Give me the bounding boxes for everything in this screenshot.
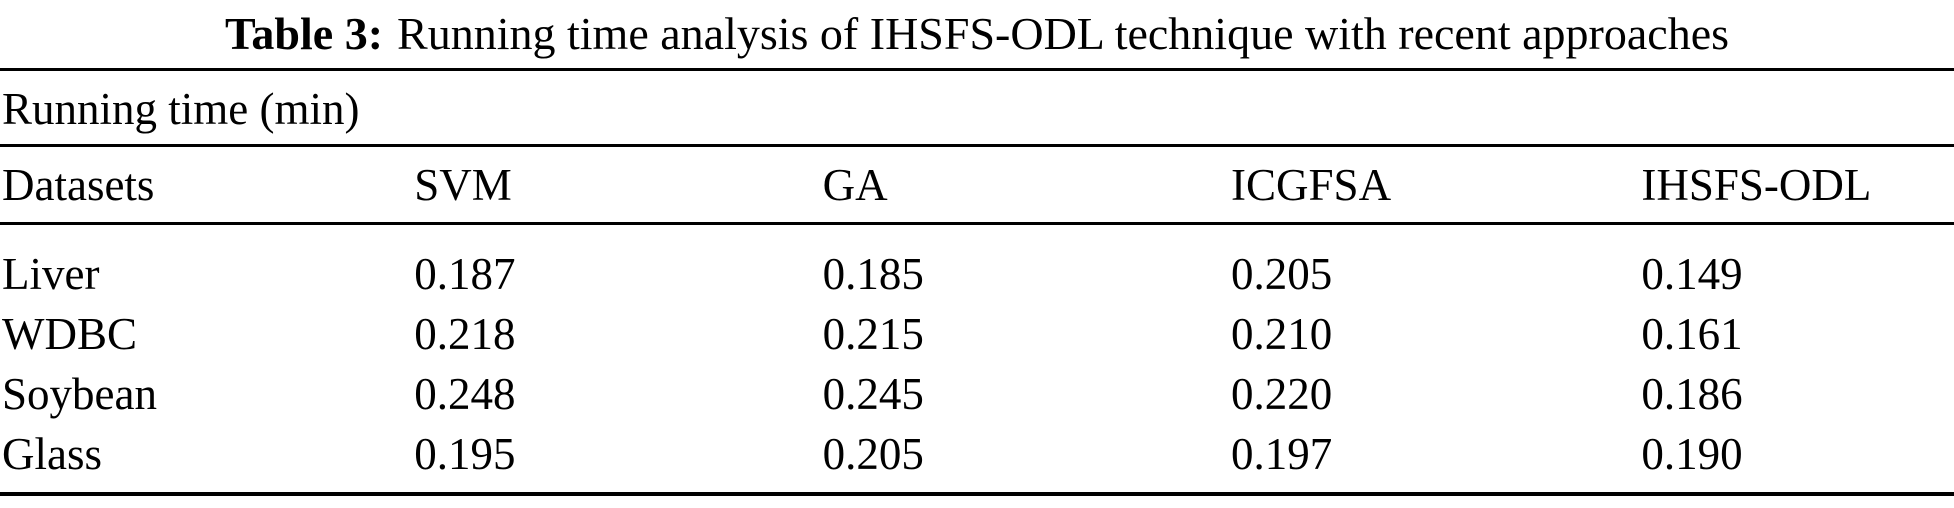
table-row: Soybean 0.248 0.245 0.220 0.186 [0, 364, 1954, 424]
column-header-datasets: Datasets [0, 145, 413, 225]
value-cell: 0.248 [414, 369, 516, 419]
table-row: Glass 0.195 0.205 0.197 0.190 [0, 424, 1954, 494]
column-header-icgfsa: ICGFSA [1229, 145, 1640, 225]
table-caption: Table 3: Running time analysis of IHSFS-O… [0, 0, 1954, 68]
value-cell: 0.205 [1231, 249, 1333, 299]
table-row: Liver 0.187 0.185 0.205 0.149 [0, 224, 1954, 305]
dataset-name: Glass [2, 429, 102, 479]
value-cell: 0.186 [1641, 369, 1743, 419]
table-caption-text: Running time analysis of IHSFS-ODL techn… [397, 8, 1730, 59]
dataset-name: Liver [2, 249, 100, 299]
value-cell: 0.210 [1231, 309, 1333, 359]
table-column-header-row: Datasets SVM GA ICGFSA IHSFS-ODL [0, 145, 1954, 225]
value-cell: 0.187 [414, 249, 516, 299]
column-header-svm: SVM [412, 145, 821, 225]
table-group-header-row: Running time (min) [0, 69, 1954, 147]
value-cell: 0.161 [1641, 309, 1743, 359]
dataset-name: Soybean [2, 369, 157, 419]
table-caption-label: Table 3: [224, 8, 384, 59]
table-group-header: Running time (min) [0, 69, 1954, 147]
column-header-ga: GA [820, 145, 1230, 225]
value-cell: 0.190 [1641, 429, 1743, 479]
value-cell: 0.245 [822, 369, 924, 419]
value-cell: 0.185 [822, 249, 924, 299]
value-cell: 0.218 [414, 309, 516, 359]
column-header-ihsfs-odl: IHSFS-ODL [1639, 145, 1954, 225]
value-cell: 0.205 [822, 429, 924, 479]
dataset-name: WDBC [2, 309, 137, 359]
value-cell: 0.149 [1641, 249, 1743, 299]
value-cell: 0.215 [822, 309, 924, 359]
table-row: WDBC 0.218 0.215 0.210 0.161 [0, 304, 1954, 364]
value-cell: 0.197 [1231, 429, 1333, 479]
running-time-table: Running time (min) Datasets SVM GA ICGFS… [0, 68, 1954, 496]
value-cell: 0.220 [1231, 369, 1333, 419]
value-cell: 0.195 [414, 429, 516, 479]
